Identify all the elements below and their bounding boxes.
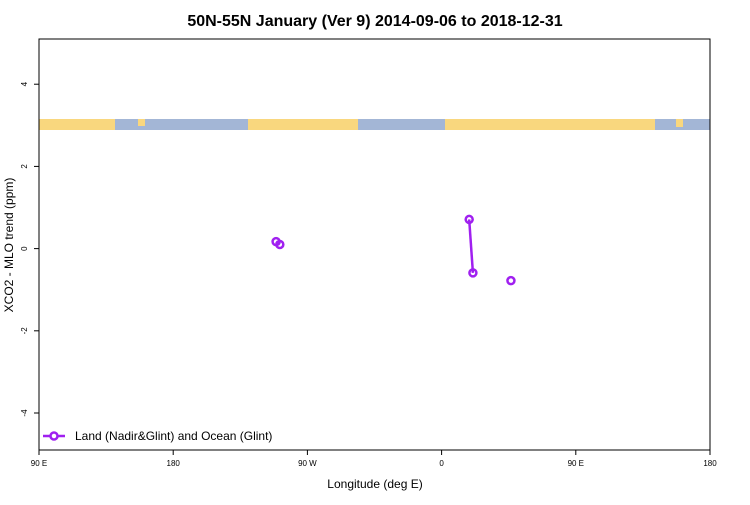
data-point xyxy=(464,214,474,225)
y-axis-label: XCO2 - MLO trend (ppm) xyxy=(2,178,16,313)
data-point xyxy=(275,239,285,250)
y-tick-label: 4 xyxy=(20,81,29,86)
y-tick-label: 2 xyxy=(20,164,29,169)
ocean xyxy=(39,119,710,130)
land xyxy=(39,119,115,130)
x-tick-label: 180 xyxy=(167,459,181,468)
x-tick-label: 90 E xyxy=(568,459,584,468)
data-point xyxy=(468,268,478,278)
data-point xyxy=(506,275,516,286)
land xyxy=(445,119,655,130)
x-tick-label: 90 E xyxy=(31,459,47,468)
y-tick-label: -2 xyxy=(20,327,29,335)
land xyxy=(138,119,145,126)
x-tick-label: 180 xyxy=(703,459,717,468)
x-axis-label: Longitude (deg E) xyxy=(327,477,422,491)
y-tick-label: -4 xyxy=(20,409,29,417)
plot-frame xyxy=(38,38,711,451)
legend-marker xyxy=(49,431,59,441)
land xyxy=(676,119,683,127)
legend-label: Land (Nadir&Glint) and Ocean (Glint) xyxy=(75,429,272,443)
chart-title: 50N-55N January (Ver 9) 2014-09-06 to 20… xyxy=(187,13,562,30)
series-line xyxy=(467,219,475,273)
land xyxy=(248,119,358,130)
map-strip xyxy=(39,119,710,130)
y-tick-label: 0 xyxy=(20,246,29,251)
x-tick-label: 90 W xyxy=(298,459,317,468)
x-tick-label: 0 xyxy=(439,459,444,468)
